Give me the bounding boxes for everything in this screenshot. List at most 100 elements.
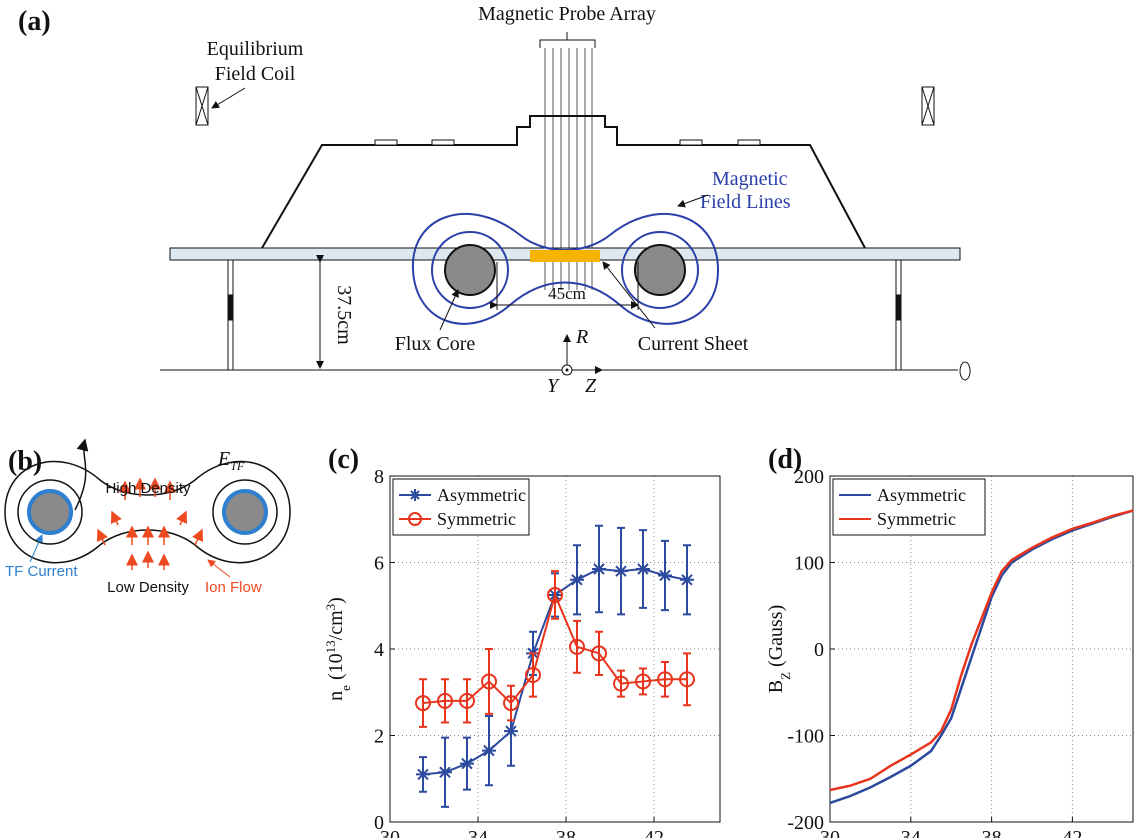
y-axis-label-part: Z <box>778 672 793 680</box>
legend-swatch <box>408 512 422 526</box>
x-tick-label: 34 <box>901 827 921 838</box>
x-tick-label: 34 <box>468 827 488 838</box>
arrow <box>211 87 246 109</box>
y-tick-label: 2 <box>374 726 384 748</box>
axis-label: Z <box>585 375 597 397</box>
marker <box>680 572 694 587</box>
supports <box>227 259 902 371</box>
e-label: ETF <box>217 448 245 473</box>
bracket <box>539 32 596 48</box>
marker <box>504 724 518 739</box>
panel-label: (d) <box>768 444 802 475</box>
error-bar <box>683 652 691 707</box>
flux-core <box>634 244 686 296</box>
error-bar <box>617 669 625 698</box>
error-bar <box>485 648 493 715</box>
x-tick-label: 38 <box>982 827 1002 838</box>
y-axis-label-part: ) <box>325 597 347 604</box>
arrow <box>439 289 459 331</box>
y-tick-label: 4 <box>374 639 384 661</box>
height-label: 37.5cm <box>333 285 355 345</box>
y-axis-label: BZ (Gauss) <box>765 605 793 694</box>
legend-label: Symmetric <box>437 509 516 529</box>
y-tick-label: -200 <box>787 812 824 834</box>
error-bar <box>529 652 537 698</box>
ports <box>374 139 761 146</box>
plot-frame <box>389 475 721 823</box>
marker <box>438 765 452 780</box>
series-line <box>829 509 1134 805</box>
legend-label: Symmetric <box>877 509 956 529</box>
y-tick-label: 6 <box>374 553 384 575</box>
x-tick-label: 30 <box>380 827 400 838</box>
marker <box>657 671 673 688</box>
marker <box>482 743 496 758</box>
x-tick-label: 42 <box>644 827 664 838</box>
axis-origin <box>565 368 569 372</box>
marker <box>569 638 585 655</box>
x-tick-label: 30 <box>820 827 840 838</box>
probe-label: Magnetic Probe Array <box>478 3 656 25</box>
x-tick-label: 42 <box>1062 827 1082 838</box>
high-label: High Density <box>105 480 191 497</box>
panel-label: (b) <box>8 446 42 477</box>
marker <box>591 645 607 662</box>
y-axis-label-part: e <box>338 685 353 691</box>
arrow <box>29 534 43 563</box>
y-axis-label-part: 3 <box>323 604 338 611</box>
marker <box>635 673 651 690</box>
ion-flow <box>97 477 203 570</box>
coil-label: Equilibrium <box>207 38 304 60</box>
y-tick-label: 100 <box>794 553 824 575</box>
arrow <box>677 194 709 208</box>
error-bar <box>463 678 471 724</box>
y-tick-label: 8 <box>374 466 384 488</box>
y-tick-label: -100 <box>787 726 824 748</box>
arrow <box>602 261 656 329</box>
panel-label: (c) <box>328 444 359 475</box>
error-bar <box>595 630 603 676</box>
plot-frame <box>829 475 1134 823</box>
y-tick-label: 0 <box>374 812 384 834</box>
flux-core <box>444 244 496 296</box>
flux-core <box>27 489 73 535</box>
legend-label: Asymmetric <box>877 485 966 505</box>
coil-label: Field Coil <box>215 63 296 85</box>
ion-label: Ion Flow <box>205 579 262 596</box>
marker <box>525 666 541 683</box>
y-axis-label-part: 13 <box>323 640 338 653</box>
marker <box>658 568 672 583</box>
y-tick-label: 200 <box>794 466 824 488</box>
y-tick-label: 0 <box>814 639 824 661</box>
y-axis-label-part: B <box>765 680 787 693</box>
series-line <box>829 509 1134 792</box>
marker <box>614 564 628 579</box>
marker <box>547 586 563 603</box>
e-label-sub: TF <box>230 459 245 473</box>
charts: (c)0246830343842R (cm)ne (1013/cm3)Asymm… <box>323 444 1134 838</box>
error-bar <box>507 684 515 722</box>
marker <box>613 675 629 692</box>
vessel <box>261 115 866 249</box>
marker <box>437 692 453 709</box>
current-sheet <box>530 250 600 262</box>
axis-label: Y <box>547 375 560 397</box>
rotation <box>959 361 971 381</box>
axis-label: R <box>575 326 588 348</box>
marker <box>459 692 475 709</box>
marker <box>416 767 430 782</box>
error-bar <box>419 678 427 728</box>
marker <box>636 561 650 576</box>
y-axis-label-part: n <box>325 691 347 701</box>
field-label: Magnetic <box>712 168 788 190</box>
sheet-label: Current Sheet <box>638 333 749 355</box>
error-bar <box>639 667 647 696</box>
tf-label: TF Current <box>5 563 78 580</box>
legend-swatch <box>409 489 421 501</box>
panel-label: (a) <box>18 6 51 37</box>
legend <box>832 478 986 536</box>
y-axis-label-part: (10 <box>325 653 347 685</box>
marker <box>503 695 519 712</box>
panel-a: (a) Magnetic Probe Array Equilibrium Fie… <box>18 3 971 397</box>
